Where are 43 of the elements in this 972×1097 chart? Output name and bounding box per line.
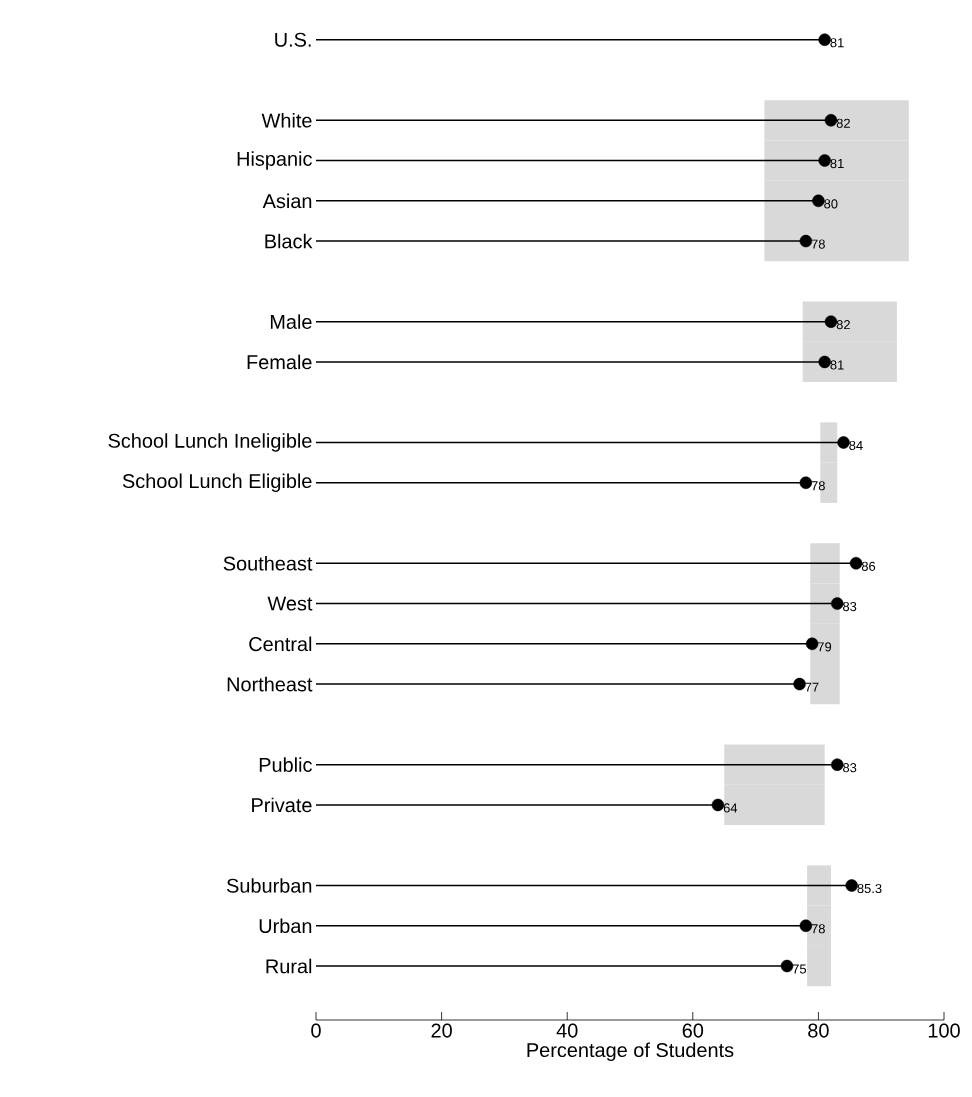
data-label: 80 [824,199,838,209]
y-tick-label: School Lunch Ineligible [108,433,312,452]
data-label: 85.3 [857,883,882,894]
data-label: 84 [849,440,863,451]
data-label: 64 [723,803,738,813]
y-tick-label: Asian [262,193,312,209]
x-tick-label: 20 [431,1023,452,1038]
x-tick-label: 0 [311,1023,321,1038]
data-label: 77 [805,682,819,692]
data-label: 75 [792,964,807,974]
y-tick-label: West [267,596,313,611]
x-tick-label: 40 [556,1023,578,1038]
x-tick-label: 100 [928,1023,960,1038]
data-label: 81 [830,38,844,48]
y-tick-label: Hispanic [237,151,312,170]
y-tick-label: U.S. [275,32,311,47]
y-tick-label: Public [259,757,312,772]
x-tick-label: 80 [808,1023,829,1038]
data-label: 86 [861,561,876,571]
data-label: 78 [811,481,825,491]
data-label: 83 [843,763,857,773]
data-label: 78 [811,924,825,934]
data-label: 83 [843,601,857,612]
y-tick-label: Southeast [223,555,313,571]
y-tick-label: Northeast [227,676,313,692]
y-tick-label: Rural [266,958,312,974]
data-label: 79 [818,642,832,652]
y-tick-label: Black [265,233,313,249]
x-tick-label: 60 [682,1023,704,1038]
data-label: 78 [811,239,825,249]
y-tick-label: Male [270,314,312,329]
y-tick-label: Suburban [226,878,312,893]
data-label: 82 [836,118,850,128]
x-axis-title: Percentage of Students [527,1042,734,1062]
y-tick-label: Female [247,354,312,370]
data-label: 81 [830,158,844,169]
y-tick-label: School Lunch Eligible [122,473,312,493]
data-label: 81 [830,360,844,370]
y-tick-label: White [261,112,312,128]
y-tick-label: Urban [259,918,312,934]
y-tick-label: Private [252,797,312,813]
y-tick-label: Central [249,636,312,652]
data-label: 82 [836,320,850,330]
